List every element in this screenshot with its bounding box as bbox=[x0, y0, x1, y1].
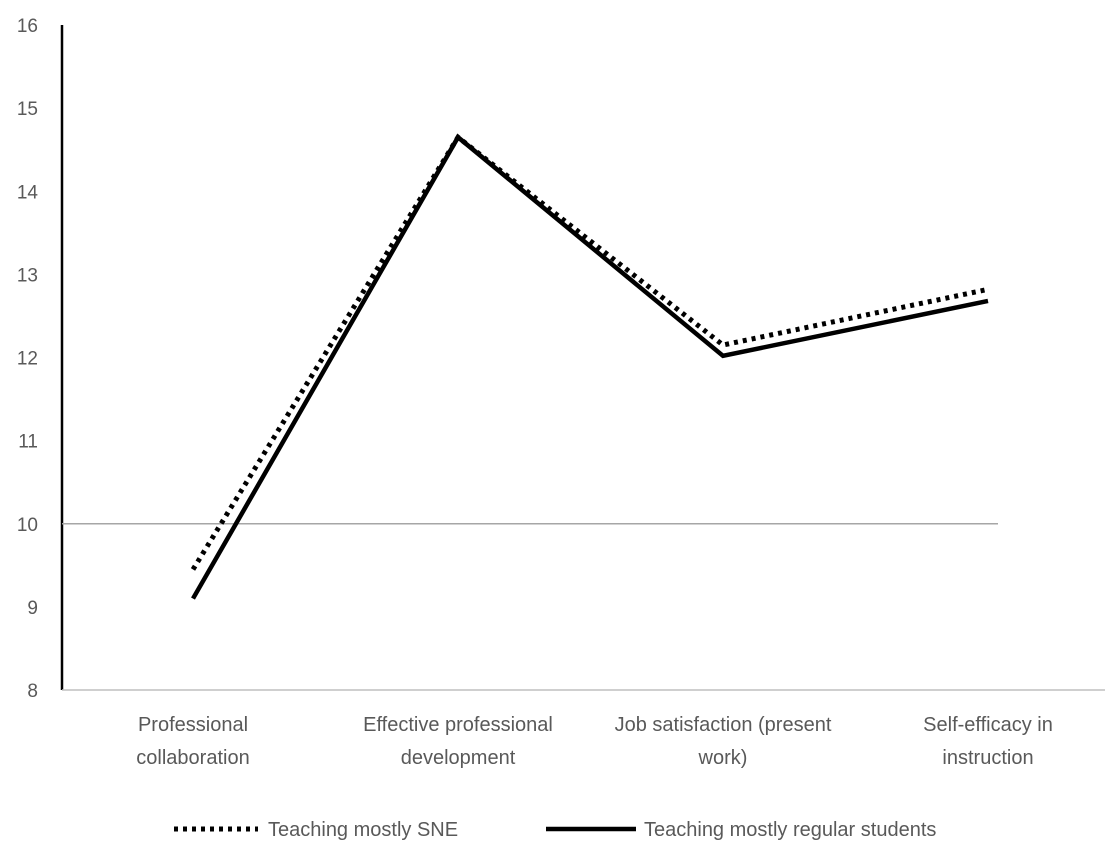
y-tick-label: 16 bbox=[17, 16, 38, 37]
x-category-label: Professional bbox=[138, 714, 248, 736]
legend-label-regular-students: Teaching mostly regular students bbox=[644, 819, 936, 841]
y-tick-label: 8 bbox=[27, 681, 38, 702]
legend: Teaching mostly SNE Teaching mostly regul… bbox=[174, 819, 936, 841]
legend-label-sne: Teaching mostly SNE bbox=[268, 819, 458, 841]
y-tick-label: 9 bbox=[27, 598, 38, 619]
x-category-label: Job satisfaction (present bbox=[615, 714, 832, 736]
y-tick-label: 15 bbox=[17, 99, 38, 120]
y-tick-label: 13 bbox=[17, 265, 38, 286]
y-axis-tick-labels: 8 9 10 11 12 13 14 15 16 bbox=[17, 16, 39, 702]
x-category-label: collaboration bbox=[136, 747, 249, 769]
x-category-label: instruction bbox=[942, 747, 1033, 769]
x-category-label: Self-efficacy in bbox=[923, 714, 1053, 736]
series-line-regular-students bbox=[191, 133, 989, 600]
y-tick-label: 14 bbox=[17, 182, 39, 203]
x-axis-category-labels: Professional collaboration Effective profe… bbox=[136, 714, 1053, 769]
series-lines bbox=[190, 133, 989, 600]
x-category-label: development bbox=[401, 747, 516, 769]
y-tick-label: 10 bbox=[17, 515, 38, 536]
x-category-label: work) bbox=[698, 747, 748, 769]
x-category-label: Effective professional bbox=[363, 714, 553, 736]
series-line-sne bbox=[190, 133, 989, 571]
y-tick-label: 11 bbox=[18, 432, 38, 453]
y-tick-label: 12 bbox=[17, 349, 38, 370]
